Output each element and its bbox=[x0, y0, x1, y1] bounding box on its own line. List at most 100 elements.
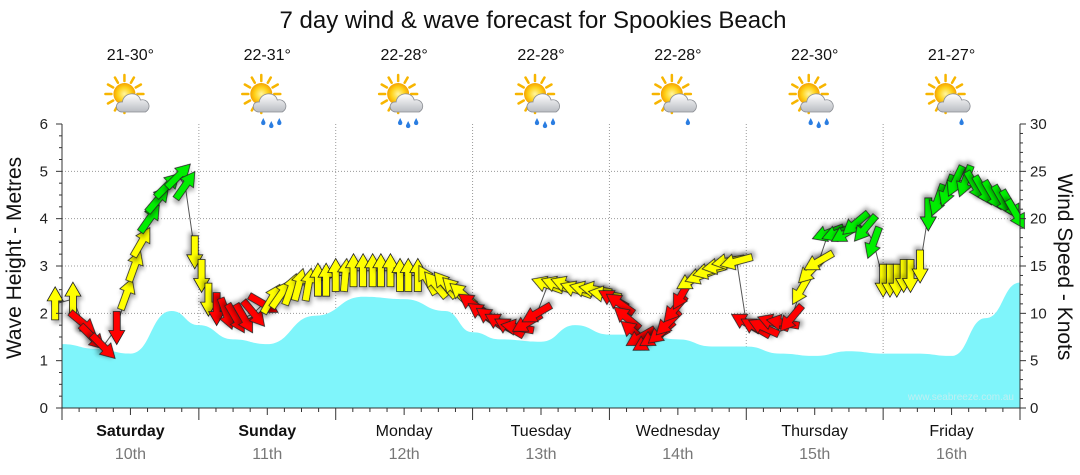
cloud-shape bbox=[663, 93, 697, 113]
left-tick-label: 3 bbox=[40, 258, 48, 275]
sun-ray bbox=[403, 76, 409, 84]
sun-ray bbox=[517, 99, 525, 105]
wind-arrow bbox=[117, 277, 136, 312]
day-labels: Saturday 10th Sunday 11th Monday 12th Tuesday 1… bbox=[96, 423, 974, 463]
rain-drop bbox=[542, 121, 548, 129]
day-date-label: 13th bbox=[525, 446, 556, 463]
sun-ray bbox=[791, 83, 799, 89]
weather-icons bbox=[104, 73, 971, 129]
wind-arrow bbox=[108, 311, 126, 346]
cloud-shape bbox=[937, 93, 971, 113]
chart-title: 7 day wind & wave forecast for Spookies … bbox=[280, 7, 787, 34]
left-tick-label: 6 bbox=[40, 116, 48, 133]
sun-ray bbox=[661, 76, 667, 84]
wave-height-area bbox=[62, 282, 1020, 408]
rain-drop bbox=[269, 121, 274, 129]
left-axis-ticks: 0 1 2 3 4 5 6 bbox=[40, 116, 48, 417]
sun-ray bbox=[243, 83, 252, 89]
day-date-label: 15th bbox=[799, 446, 830, 463]
wind-arrow bbox=[864, 225, 883, 260]
sun-ray bbox=[950, 76, 957, 84]
partly-cloudy-rain-icon bbox=[377, 73, 424, 129]
day-name-label: Wednesday bbox=[636, 423, 720, 440]
sun-ray bbox=[797, 76, 804, 84]
cloud-shape bbox=[389, 93, 424, 113]
wind-arrows bbox=[46, 163, 1025, 360]
temperature-range: 22-28° bbox=[517, 47, 564, 64]
sun-ray bbox=[540, 76, 546, 84]
sun-ray bbox=[545, 83, 553, 89]
sun-ray bbox=[408, 83, 416, 89]
partly-cloudy-light-rain-icon bbox=[925, 73, 971, 126]
day-date-label: 11th bbox=[252, 446, 282, 463]
day-name-label: Monday bbox=[376, 423, 433, 440]
wind-arrow bbox=[521, 301, 554, 323]
wind-arrow bbox=[136, 204, 160, 235]
sun-ray bbox=[654, 99, 662, 105]
rain-drop bbox=[413, 118, 419, 126]
rain-drop bbox=[261, 118, 266, 126]
right-tick-label: 5 bbox=[1030, 353, 1038, 370]
day-name-label: Sunday bbox=[238, 423, 296, 440]
day-date-label: 10th bbox=[115, 446, 146, 463]
sun-ray bbox=[134, 83, 143, 89]
wind-arrow bbox=[125, 249, 144, 283]
sun-ray bbox=[681, 83, 690, 89]
right-tick-label: 25 bbox=[1030, 163, 1047, 180]
rain-drop bbox=[534, 118, 540, 126]
wind-arrow bbox=[853, 213, 879, 242]
sun-ray bbox=[380, 83, 389, 89]
sun-ray bbox=[524, 76, 530, 84]
sun-ray bbox=[818, 83, 827, 89]
sun-ray bbox=[654, 83, 662, 89]
wind-arrow bbox=[719, 253, 754, 271]
watermark: www.seabreeze.com.au bbox=[907, 392, 1014, 403]
day-name-label: Thursday bbox=[781, 423, 848, 440]
sun-ray bbox=[791, 99, 799, 105]
wind-arrow bbox=[129, 226, 151, 259]
rain-drop bbox=[824, 118, 829, 126]
day-date-label: 16th bbox=[936, 446, 967, 463]
partly-cloudy-icon bbox=[104, 73, 150, 115]
day-name-label: Friday bbox=[929, 423, 973, 440]
temperature-labels: 21-30° 22-31° 22-28° 22-28° 22-28° 22-30° 21-2… bbox=[107, 47, 975, 64]
wind-arrow bbox=[919, 197, 937, 232]
temperature-range: 21-27° bbox=[928, 47, 975, 64]
rain-drop bbox=[550, 118, 556, 126]
sun-ray bbox=[380, 99, 389, 105]
temperature-range: 22-31° bbox=[244, 47, 291, 64]
left-tick-label: 4 bbox=[40, 211, 48, 228]
right-tick-label: 20 bbox=[1030, 211, 1047, 228]
cloud-shape bbox=[526, 93, 560, 113]
wind-arrow bbox=[780, 302, 805, 332]
wind-arrow bbox=[911, 249, 929, 284]
rain-drop bbox=[405, 121, 411, 129]
rain-drop bbox=[808, 118, 813, 126]
day-name-label: Tuesday bbox=[511, 423, 572, 440]
wind-arrow bbox=[803, 249, 835, 271]
wind-arrow bbox=[88, 332, 116, 360]
sun-ray bbox=[106, 99, 115, 105]
sun-ray bbox=[250, 76, 257, 84]
sun-ray bbox=[113, 76, 120, 84]
sun-ray bbox=[106, 83, 115, 89]
right-tick-label: 0 bbox=[1030, 400, 1038, 417]
partly-cloudy-rain-icon bbox=[788, 73, 834, 129]
partly-cloudy-light-rain-icon bbox=[651, 73, 697, 126]
right-axis-label: Wind Speed - Knots bbox=[1053, 174, 1076, 361]
cloud-shape bbox=[800, 93, 834, 113]
sun-ray bbox=[927, 83, 936, 89]
wind-arrow bbox=[172, 170, 196, 202]
day-date-label: 12th bbox=[389, 446, 420, 463]
left-tick-label: 1 bbox=[40, 353, 48, 370]
sun-ray bbox=[129, 76, 136, 84]
rain-drop bbox=[816, 121, 821, 129]
partly-cloudy-rain-icon bbox=[241, 73, 287, 129]
cloud-shape bbox=[252, 93, 287, 113]
sun-ray bbox=[934, 76, 941, 84]
sun-ray bbox=[387, 76, 393, 84]
sun-ray bbox=[813, 76, 820, 84]
wind-arrow bbox=[1004, 197, 1025, 230]
